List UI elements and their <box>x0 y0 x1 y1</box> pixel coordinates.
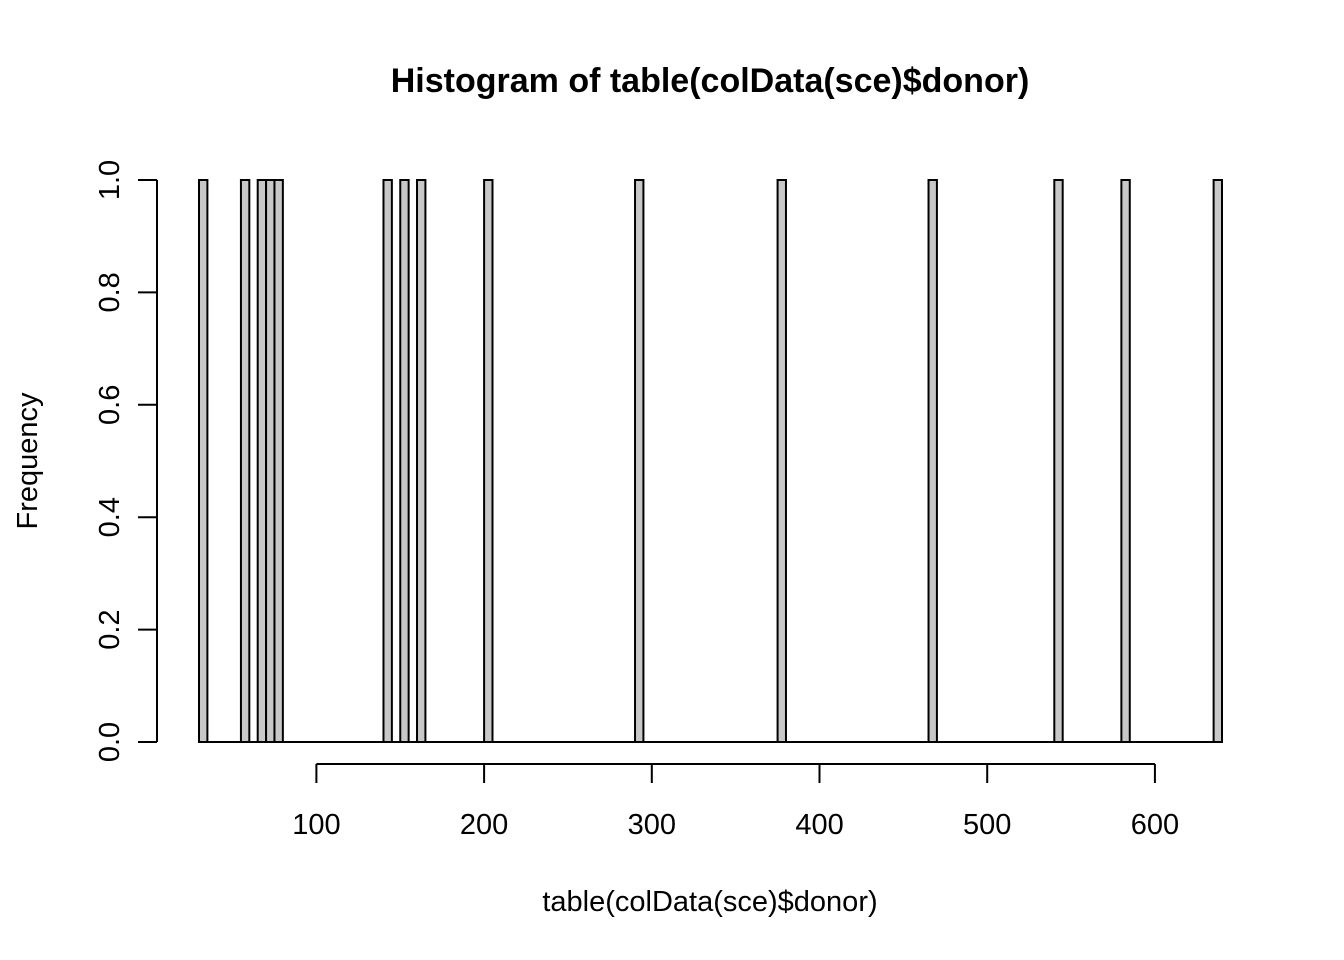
histogram-bar <box>198 179 209 743</box>
y-tick-label: 0.8 <box>94 272 126 312</box>
y-tick-label: 0.4 <box>94 497 126 537</box>
histogram-bar <box>399 179 410 743</box>
y-tick-label: 0.6 <box>94 385 126 425</box>
histogram-bar <box>416 179 427 743</box>
histogram-bar <box>239 179 251 743</box>
x-axis: 100 200 300 400 500 600 <box>292 763 1179 841</box>
histogram-bar <box>273 179 284 743</box>
x-axis-label: table(colData(sce)$donor) <box>542 886 877 918</box>
histogram-bar <box>265 179 276 743</box>
histogram-bar <box>776 179 787 743</box>
histogram-bar <box>1120 179 1131 743</box>
x-tick-label: 600 <box>1131 809 1179 841</box>
y-tick-label: 1.0 <box>94 160 126 200</box>
histogram-bar <box>256 179 268 743</box>
y-tick-label: 0.2 <box>94 609 126 649</box>
bars-group <box>198 179 1223 743</box>
x-tick-label: 500 <box>963 809 1011 841</box>
histogram-bar <box>382 179 393 743</box>
y-axis: 0.0 0.2 0.4 0.6 0.8 1.0 <box>94 160 158 762</box>
histogram-bar <box>483 179 494 743</box>
x-tick-label: 100 <box>292 809 340 841</box>
histogram-bar <box>634 179 645 743</box>
x-tick-label: 400 <box>795 809 843 841</box>
x-tick-label: 200 <box>460 809 508 841</box>
y-tick-label: 0.0 <box>94 722 126 762</box>
y-axis-label: Frequency <box>12 392 44 530</box>
histogram-bar <box>1053 179 1064 743</box>
x-tick-label: 300 <box>628 809 676 841</box>
chart-title: Histogram of table(colData(sce)$donor) <box>391 62 1030 100</box>
histogram-bar <box>1212 179 1223 743</box>
histogram-bar <box>927 179 938 743</box>
